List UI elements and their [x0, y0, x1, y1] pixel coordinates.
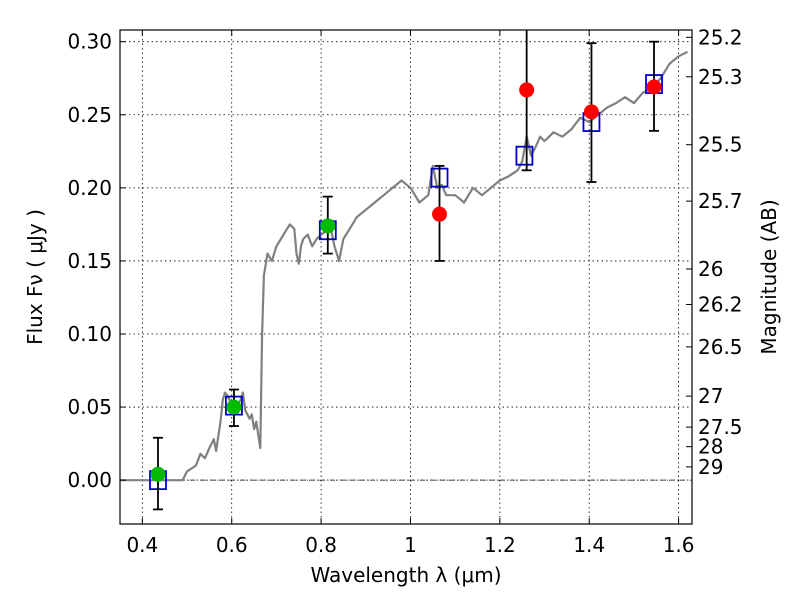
spectrum-line [120, 50, 688, 482]
y-tick-label: 0.10 [67, 322, 112, 346]
y2-tick-label: 27.5 [698, 415, 743, 439]
x-axis-title: Wavelength λ (μm) [310, 563, 501, 587]
y2-tick-label: 25.3 [698, 65, 743, 89]
y2-tick-label: 25.5 [698, 133, 743, 157]
observed-photometry-point [519, 82, 535, 98]
observed-photometry-point [646, 79, 662, 95]
y2-tick-label: 26.5 [698, 335, 743, 359]
observed-photometry-point [583, 104, 599, 120]
y2-tick-label: 27 [698, 384, 723, 408]
y2-tick-label: 25.2 [698, 25, 743, 49]
model-photometry-series [149, 74, 663, 491]
observed-photometry-point [320, 218, 336, 234]
spectrum-series [120, 50, 688, 482]
x-tick-label: 0.8 [305, 533, 337, 557]
y2-tick-label: 26.2 [698, 292, 743, 316]
y-tick-label: 0.00 [67, 468, 112, 492]
observed-photometry-point [432, 206, 448, 222]
x-tick-label: 0.4 [126, 533, 158, 557]
y-tick-label: 0.20 [67, 176, 112, 200]
x-tick-label: 1.4 [573, 533, 605, 557]
y-tick-label: 0.15 [67, 249, 112, 273]
y2-tick-label: 28 [698, 435, 723, 459]
x-tick-label: 1.6 [663, 533, 695, 557]
x-tick-label: 1 [404, 533, 417, 557]
y-tick-label: 0.25 [67, 103, 112, 127]
y2-tick-label: 29 [698, 455, 723, 479]
y2-tick-label: 25.7 [698, 189, 743, 213]
model-photometry-square [515, 145, 534, 166]
y-axis-title: Flux Fν ( μJy ) [23, 209, 47, 345]
plot-frame [119, 29, 693, 525]
observed-photometry-point [226, 399, 242, 415]
y-tick-label: 0.30 [67, 30, 112, 54]
x-tick-label: 0.6 [216, 533, 248, 557]
y2-tick-label: 26 [698, 257, 723, 281]
observed-photometry-series [150, 30, 662, 511]
observed-photometry-point [150, 466, 166, 482]
y2-axis-title: Magnitude (AB) [757, 199, 781, 354]
y-tick-label: 0.05 [67, 395, 112, 419]
axis-ticks: 0.4 0.6 0.8 1 1.2 1.4 1.6 0.00 0.05 0.10 0.15 0.20 0… [67, 25, 742, 557]
grid-lines [120, 30, 692, 524]
x-tick-label: 1.2 [484, 533, 516, 557]
